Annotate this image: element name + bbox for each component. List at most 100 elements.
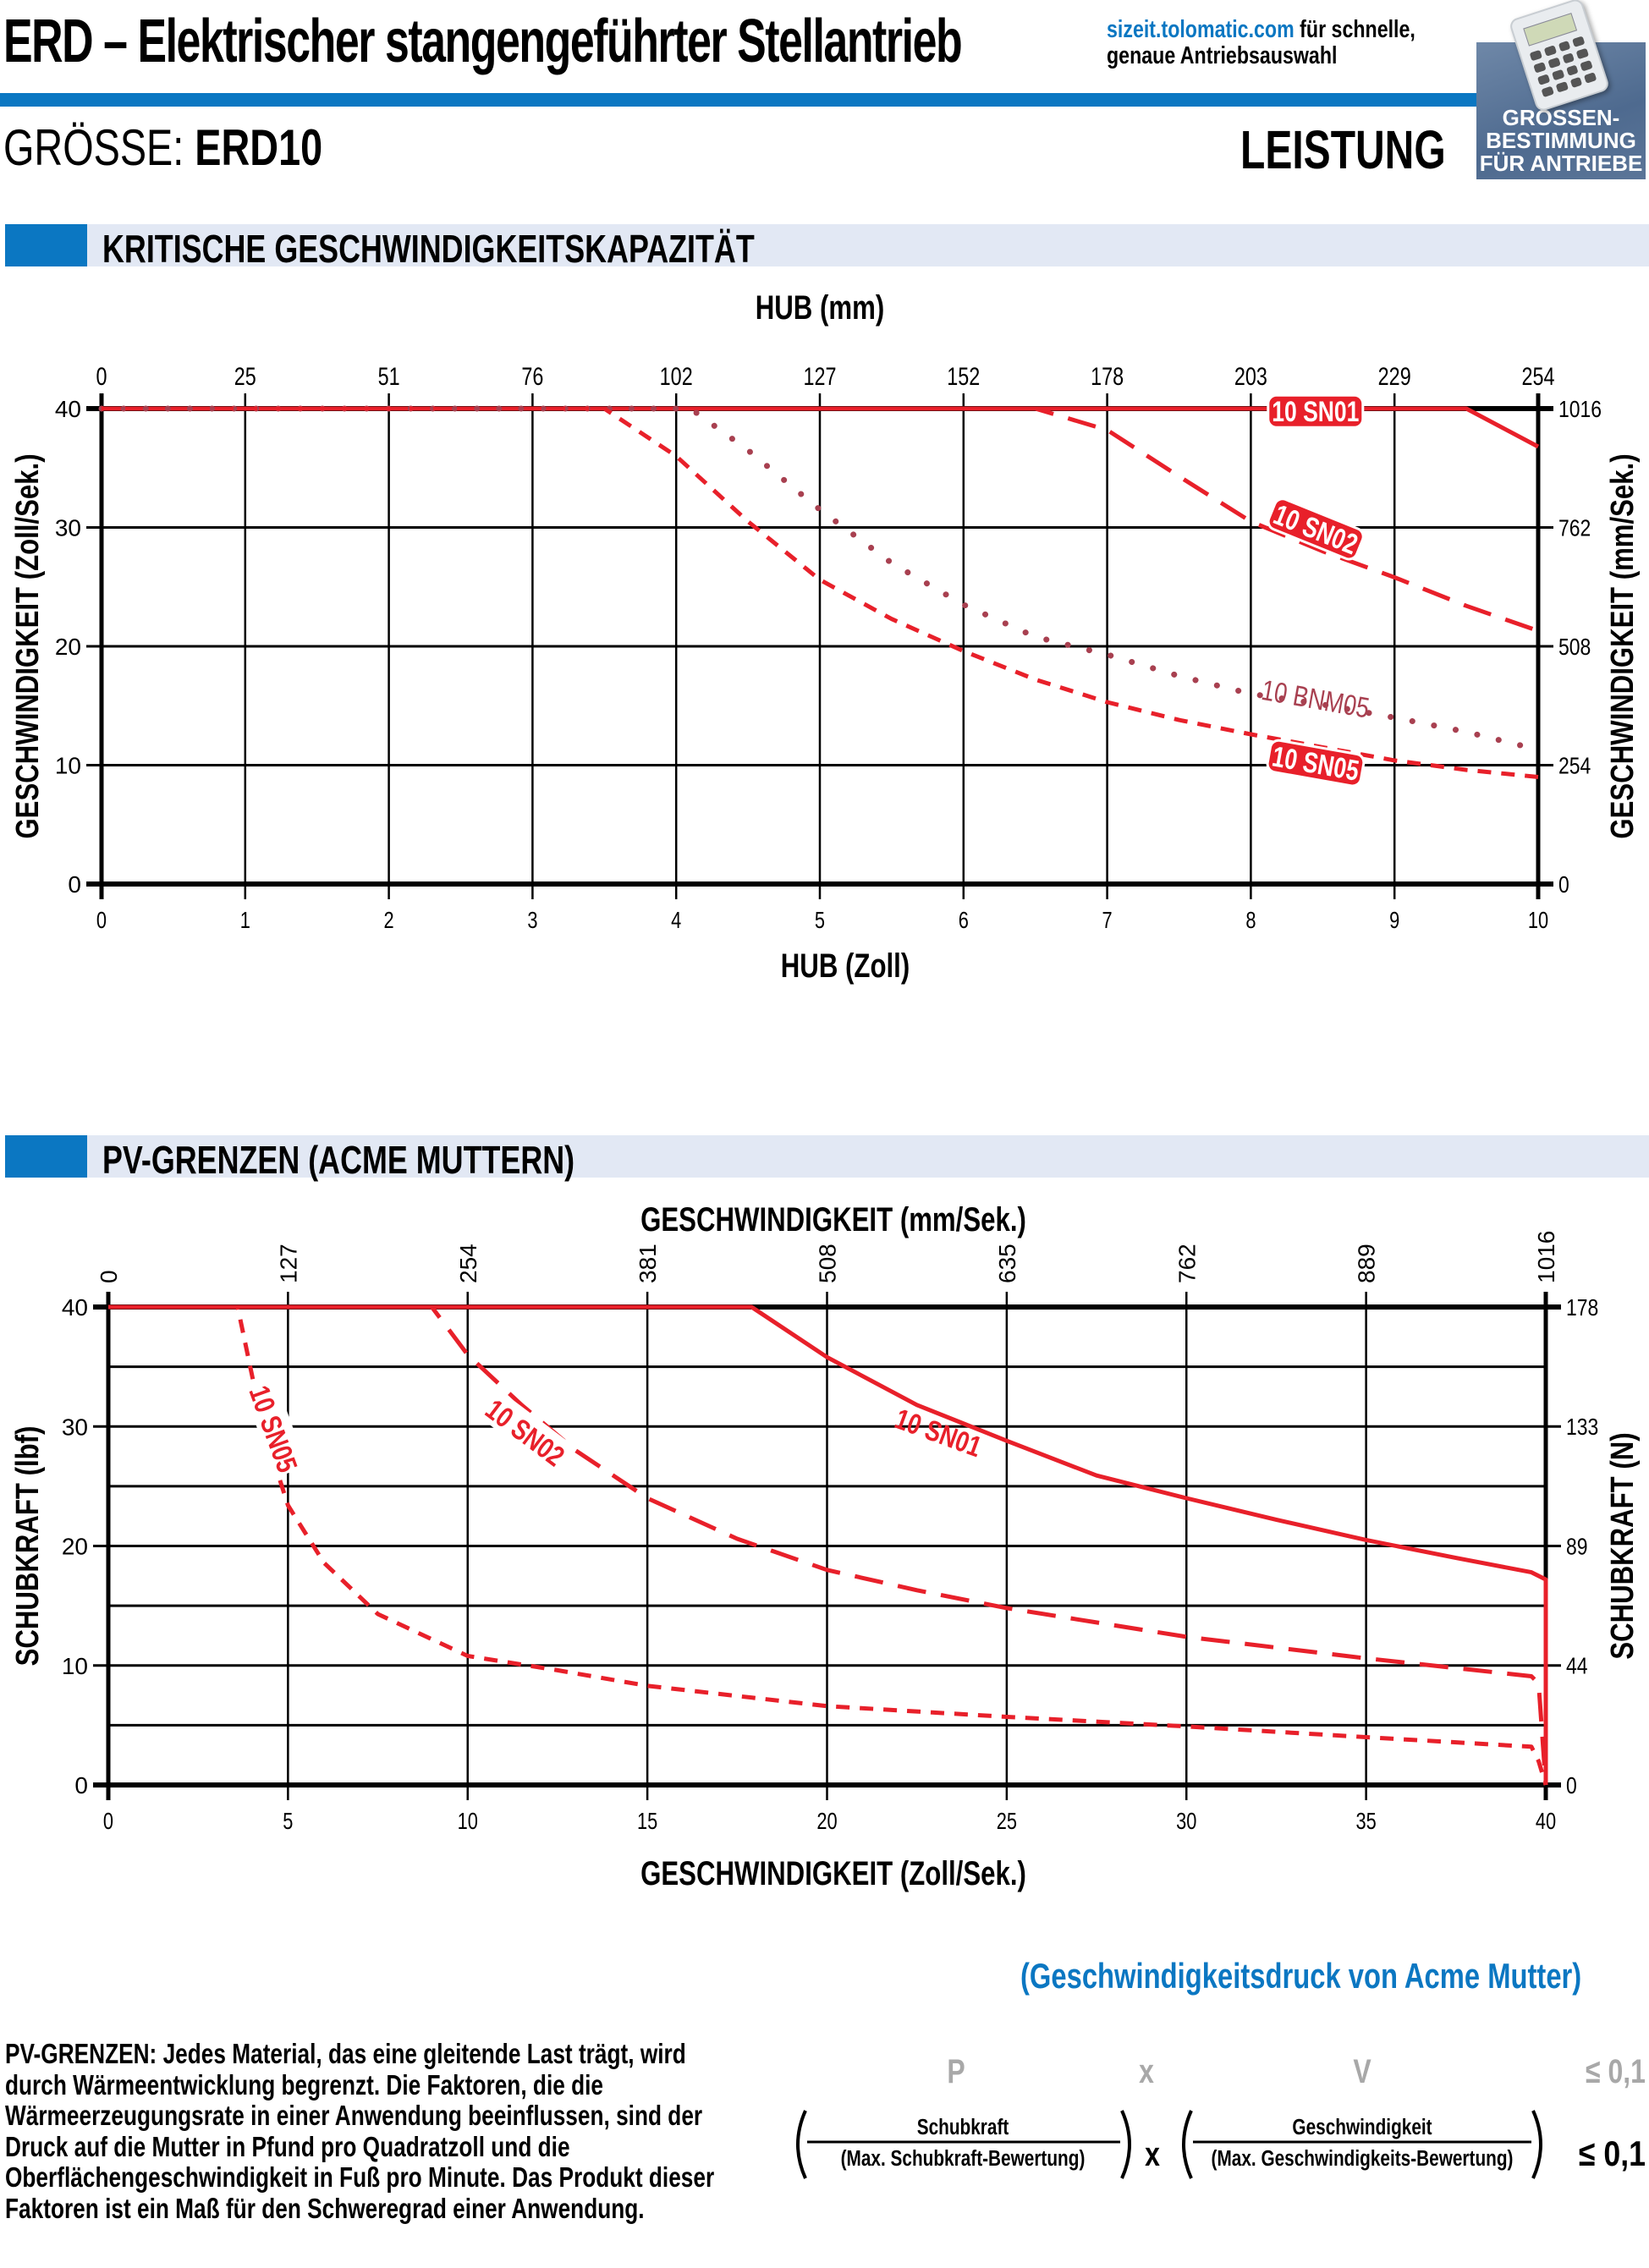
x-top-tick-label: 1016 xyxy=(1533,1231,1559,1283)
section-title: KRITISCHE GESCHWINDIGKEITSKAPAZITÄT xyxy=(102,227,755,271)
x-axis-title-bottom: HUB (Zoll) xyxy=(781,947,910,985)
y-tick-label: 40 xyxy=(62,1294,88,1321)
series-label-badge xyxy=(1267,497,1365,561)
y-tick-label: 10 xyxy=(62,1653,88,1679)
badge-line-1: GRÖSSEN- xyxy=(1502,105,1620,130)
x-tick-label: 5 xyxy=(283,1808,293,1834)
x-top-tick-label: 76 xyxy=(521,362,543,390)
x-top-tick-label: 51 xyxy=(378,362,400,390)
y-axis-title-left: GESCHWINDIGKEIT (Zoll/Sek.) xyxy=(10,453,46,838)
x-top-tick-label: 254 xyxy=(1521,362,1554,390)
y-tick-label: 40 xyxy=(55,396,81,422)
x-axis-title-bottom: GESCHWINDIGKEIT (Zoll/Sek.) xyxy=(640,1854,1026,1892)
y-tick-label: 10 xyxy=(55,753,81,779)
x-top-tick-label: 762 xyxy=(1174,1244,1200,1283)
series-label: 10 SN05 xyxy=(1266,739,1366,788)
x-tick-label: 6 xyxy=(959,907,969,933)
section-marker xyxy=(5,1135,87,1178)
x-top-tick-label: 254 xyxy=(455,1244,481,1283)
y-right-tick-label: 508 xyxy=(1558,634,1591,661)
formula-numerator-1: Schubkraft xyxy=(917,2115,1009,2139)
y-tick-label: 20 xyxy=(55,634,81,660)
x-tick-label: 7 xyxy=(1102,907,1113,933)
x-tick-label: 30 xyxy=(1176,1808,1196,1834)
y-right-tick-label: 89 xyxy=(1566,1534,1588,1560)
x-top-tick-label: 102 xyxy=(660,362,693,390)
x-tick-label: 1 xyxy=(240,907,250,933)
series-label: 10 BNM05 xyxy=(1259,673,1371,724)
x-top-tick-label: 127 xyxy=(803,362,836,390)
formula-symbol-x: x xyxy=(1139,2052,1154,2090)
series-label-text: 10 SN02 xyxy=(1269,498,1362,561)
formula-numerator-2: Geschwindigkeit xyxy=(1292,2115,1432,2139)
formula-denominator-2: (Max. Geschwindigkeits-Bewertung) xyxy=(1212,2146,1514,2171)
pv-formula-caption: (Geschwindigkeitsdruck von Acme Mutter) xyxy=(1020,1956,1582,1996)
x-tick-label: 10 xyxy=(1528,907,1548,933)
page-title: ERD – Elektrischer stangengeführter Stel… xyxy=(3,8,963,75)
sizeit-link[interactable]: sizeit.tolomatic.com xyxy=(1107,16,1294,43)
series-label-bg xyxy=(243,1378,307,1478)
sizeit-promo: sizeit.tolomatic.com für schnelle, genau… xyxy=(1107,17,1415,69)
pv-limits-chart: 0 5 10 15 20 25 30 35 40 0 127 254 381 508 635 762 889 10… xyxy=(10,1200,1641,1892)
size-value: ERD10 xyxy=(195,119,323,176)
series-label-badge xyxy=(1267,393,1365,429)
paren-open-1 xyxy=(796,2110,807,2179)
y-right-tick-label: 0 xyxy=(1558,872,1569,898)
x-top-tick-label: 25 xyxy=(234,362,256,390)
x-top-tick-label: 889 xyxy=(1354,1244,1380,1283)
series-label-text: 10 SN05 xyxy=(243,1381,304,1477)
x-tick-label: 3 xyxy=(527,907,537,933)
formula-symbol-le: ≤ 0,1 xyxy=(1586,2052,1646,2090)
y-right-tick-label: 178 xyxy=(1566,1295,1598,1321)
y-right-tick-label: 762 xyxy=(1558,515,1591,541)
series-label: 10 SN01 xyxy=(1267,393,1365,429)
badge-text: GRÖSSEN- BESTIMMUNG FÜR ANTRIEBE xyxy=(1476,107,1646,175)
y-tick-label: 0 xyxy=(68,871,81,898)
section-title: PV-GRENZEN (ACME MUTTERN) xyxy=(102,1138,575,1182)
paren-open-2 xyxy=(1182,2110,1193,2179)
series-label-text: 10 SN01 xyxy=(1272,396,1359,428)
x-tick-label: 9 xyxy=(1389,907,1399,933)
y-right-tick-label: 133 xyxy=(1566,1414,1598,1441)
plot-area: 0 5 10 15 20 25 30 35 40 0 127 254 381 508 635 762 889 10… xyxy=(10,1200,1641,1892)
x-top-tick-label: 381 xyxy=(635,1244,661,1283)
y-tick-label: 0 xyxy=(74,1772,88,1798)
pv-description: PV-GRENZEN: Jedes Material, das eine gle… xyxy=(5,2038,715,2224)
series-label: 10 SN02 xyxy=(475,1387,577,1475)
y-tick-label: 30 xyxy=(62,1414,88,1440)
x-axis-title-top: GESCHWINDIGKEIT (mm/Sek.) xyxy=(640,1200,1026,1238)
y-right-tick-label: 1016 xyxy=(1558,397,1602,423)
series-line-10-sn02 xyxy=(102,406,1539,634)
series-line-10-sn02 xyxy=(108,1304,1548,1786)
x-top-tick-label: 178 xyxy=(1091,362,1124,390)
x-tick-label: 10 xyxy=(458,1808,478,1834)
y-tick-label: 30 xyxy=(55,515,81,541)
section-header-critical-speed: KRITISCHE GESCHWINDIGKEITSKAPAZITÄT xyxy=(5,224,1649,271)
series-line-10-sn05 xyxy=(102,406,1539,779)
y-axis-title-right: GESCHWINDIGKEIT (mm/Sek.) xyxy=(1605,453,1641,838)
series-label-badge xyxy=(1266,739,1366,788)
series-label: 10 SN02 xyxy=(1267,497,1365,561)
x-tick-label: 20 xyxy=(816,1808,837,1834)
y-right-tick-label: 44 xyxy=(1566,1654,1588,1680)
x-tick-label: 25 xyxy=(997,1808,1017,1834)
y-tick-label: 20 xyxy=(62,1534,88,1560)
x-top-tick-label: 229 xyxy=(1378,362,1411,390)
series-label-text: 10 BNM05 xyxy=(1259,673,1371,724)
x-tick-label: 35 xyxy=(1355,1808,1376,1834)
badge-line-2: BESTIMMUNG xyxy=(1486,128,1636,153)
pv-formula: P x V ≤ 0,1 Schubkraft (Max. Schubkraft-… xyxy=(796,2052,1646,2179)
paren-close-2 xyxy=(1531,2110,1542,2179)
formula-denominator-1: (Max. Schubkraft-Bewertung) xyxy=(841,2146,1086,2171)
size-label-text: GRÖSSE: xyxy=(3,119,184,176)
formula-result: ≤ 0,1 xyxy=(1579,2134,1646,2173)
series-line-10-sn01 xyxy=(108,1304,1548,1785)
formula-symbol-v: V xyxy=(1353,2052,1371,2090)
x-tick-label: 5 xyxy=(815,907,825,933)
sizeit-text-1: für schnelle, xyxy=(1294,16,1415,43)
x-tick-label: 2 xyxy=(384,907,394,933)
x-tick-label: 40 xyxy=(1536,1808,1556,1834)
header-divider xyxy=(0,93,1489,107)
y-axis-title-left: SCHUBKRAFT (lbf) xyxy=(10,1426,46,1667)
badge-line-3: FÜR ANTRIEBE xyxy=(1479,151,1643,176)
